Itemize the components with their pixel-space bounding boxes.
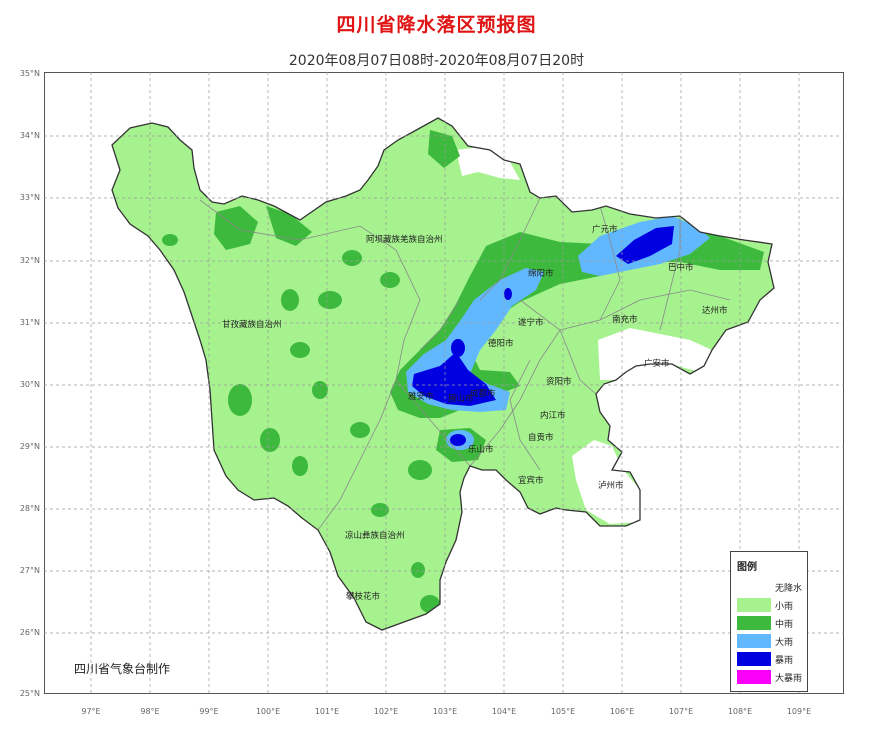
no-rain-area-east — [598, 328, 712, 380]
prefecture-boundaries — [199, 197, 731, 531]
legend-label: 暴雨 — [775, 656, 794, 666]
label-guangyuan: 广元市 — [592, 224, 618, 235]
legend-swatch — [737, 652, 771, 666]
lon-label-101: 101°E — [314, 707, 340, 716]
lon-label-106: 106°E — [609, 707, 635, 716]
label-luzhou: 泸州市 — [598, 480, 624, 491]
legend-label: 小雨 — [775, 602, 794, 612]
producer-credit: 四川省气象台制作 — [74, 662, 171, 676]
lon-label-97: 97°E — [81, 707, 101, 716]
label-ziyang: 资阳市 — [546, 376, 572, 387]
label-zigong: 自贡市 — [528, 432, 554, 443]
province-border — [111, 117, 775, 631]
lat-label-26: 26°N — [19, 628, 40, 637]
label-nanchong: 南充市 — [612, 314, 638, 325]
legend-item-heavy-rainstorm: 大暴雨 — [737, 669, 803, 685]
legend-label: 中雨 — [775, 620, 794, 630]
lon-label-104: 104°E — [491, 707, 517, 716]
label-bazhong: 巴中市 — [668, 262, 694, 273]
city-labels: 阿坝藏族羌族自治州 甘孜藏族自治州 凉山彝族自治州 攀枝花市 雅安市 乐山市 眉… — [222, 224, 728, 602]
lat-label-34: 34°N — [19, 131, 40, 140]
label-neijiang: 内江市 — [540, 410, 566, 421]
lat-label-29: 29°N — [19, 442, 40, 451]
legend-item-rainstorm: 暴雨 — [737, 651, 803, 667]
legend-swatch — [737, 616, 771, 630]
lon-label-109: 109°E — [786, 707, 812, 716]
graticule — [44, 72, 844, 694]
no-rain-area-north — [456, 146, 520, 180]
lon-label-103: 103°E — [432, 707, 458, 716]
lon-label-105: 105°E — [550, 707, 576, 716]
label-liangshan: 凉山彝族自治州 — [345, 530, 405, 541]
lon-label-107: 107°E — [668, 707, 694, 716]
legend: 图例 无降水 小雨 中雨 大雨 暴雨 大暴雨 — [730, 551, 808, 692]
label-mianyang: 绵阳市 — [528, 268, 554, 279]
legend-swatch — [737, 580, 771, 594]
lat-label-35: 35°N — [19, 69, 40, 78]
legend-item-no-rain: 无降水 — [737, 579, 803, 595]
lat-label-25: 25°N — [19, 689, 40, 698]
label-meishan: 眉山市 — [448, 393, 474, 404]
lat-label-31: 31°N — [19, 318, 40, 327]
label-deyang: 德阳市 — [488, 338, 514, 349]
map-title: 四川省降水落区预报图 — [336, 14, 537, 36]
forecast-period: 2020年08月07日08时-2020年08月07日20时 — [288, 53, 585, 69]
lat-label-33: 33°N — [19, 193, 40, 202]
lon-label-99: 99°E — [199, 707, 219, 716]
moderate-rain-areas — [162, 130, 764, 613]
lat-label-28: 28°N — [19, 504, 40, 513]
legend-swatch — [737, 634, 771, 648]
label-yibin: 宜宾市 — [518, 475, 544, 486]
legend-title: 图例 — [737, 562, 757, 573]
legend-item-heavy-rain: 大雨 — [737, 633, 803, 649]
label-aba: 阿坝藏族羌族自治州 — [366, 234, 443, 245]
rainstorm-areas — [412, 226, 674, 446]
label-dazhou: 达州市 — [702, 305, 728, 316]
no-rain-area-southeast — [572, 440, 640, 524]
legend-item-light-rain: 小雨 — [737, 597, 803, 613]
lon-label-108: 108°E — [727, 707, 753, 716]
label-yaan: 雅安市 — [408, 391, 434, 402]
legend-label: 无降水 — [775, 584, 803, 594]
label-leshan: 乐山市 — [468, 444, 494, 455]
label-guangan: 广安市 — [644, 358, 670, 369]
legend-label: 大雨 — [775, 638, 794, 648]
label-suining: 遂宁市 — [518, 317, 544, 328]
lat-label-32: 32°N — [19, 256, 40, 265]
legend-item-moderate-rain: 中雨 — [737, 615, 803, 631]
legend-swatch — [737, 598, 771, 612]
legend-swatch — [737, 670, 771, 684]
lat-label-30: 30°N — [19, 380, 40, 389]
label-ganzi: 甘孜藏族自治州 — [222, 319, 282, 330]
lon-label-102: 102°E — [373, 707, 399, 716]
lon-label-100: 100°E — [255, 707, 281, 716]
label-panzhihua: 攀枝花市 — [346, 591, 381, 602]
lat-label-27: 27°N — [19, 566, 40, 575]
label-chengdu: 成都市 — [470, 388, 496, 399]
legend-label: 大暴雨 — [775, 674, 803, 684]
lon-label-98: 98°E — [140, 707, 160, 716]
